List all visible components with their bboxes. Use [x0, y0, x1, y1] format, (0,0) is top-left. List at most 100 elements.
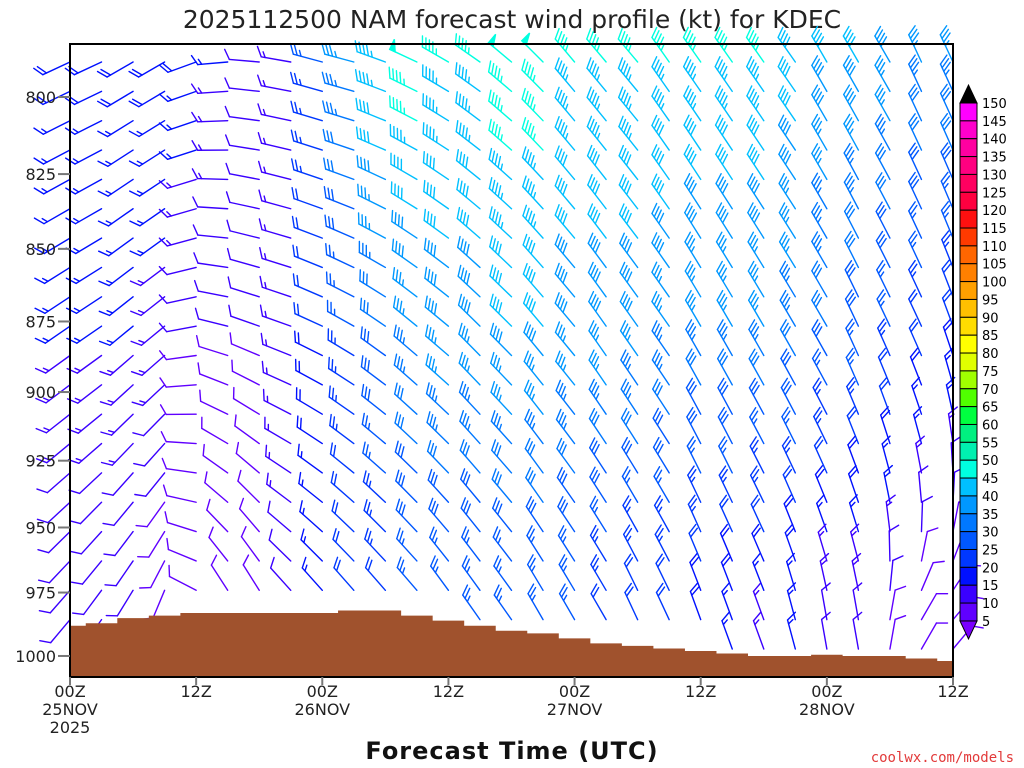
barb-full-feather: [399, 71, 402, 85]
barb-full-feather: [748, 30, 755, 42]
barb-full-feather: [655, 553, 663, 565]
barb-full-feather: [943, 120, 952, 131]
barb-full-feather: [811, 260, 819, 272]
wind-barb: [268, 528, 292, 562]
barb-full-feather: [191, 168, 199, 180]
barb-staff: [587, 271, 607, 298]
barb-full-feather: [780, 348, 788, 360]
barb-full-feather: [33, 187, 45, 195]
barb-staff: [586, 96, 607, 122]
barb-full-feather: [594, 95, 600, 108]
barb-staff: [357, 137, 387, 151]
wind-barb: [940, 171, 954, 210]
barb-full-feather: [621, 177, 627, 189]
wind-barb: [554, 86, 576, 122]
barb-staff: [324, 53, 355, 63]
barb-full-feather: [493, 442, 499, 454]
barb-half-feather: [692, 103, 697, 110]
barb-full-feather: [688, 238, 696, 250]
barb-full-feather: [782, 121, 789, 133]
wind-barb: [227, 276, 260, 298]
barb-full-feather: [560, 444, 567, 456]
barb-full-feather: [688, 468, 697, 480]
barb-full-feather: [131, 68, 143, 76]
barb-staff: [111, 442, 134, 466]
barb-full-feather: [394, 411, 399, 424]
barb-half-feather: [265, 367, 268, 375]
barb-staff: [811, 299, 828, 327]
wind-barb: [653, 466, 670, 503]
barb-half-feather: [722, 589, 728, 596]
barb-full-feather: [589, 437, 596, 449]
barb-full-feather: [815, 62, 823, 73]
wind-barb: [257, 160, 292, 181]
barb-half-feather: [107, 369, 115, 374]
colorbar-label: 105: [982, 258, 1007, 273]
wind-barb: [813, 406, 828, 445]
barb-half-feather: [690, 447, 695, 454]
wind-barb: [429, 526, 450, 562]
wind-barb: [232, 386, 260, 415]
barb-full-feather: [716, 59, 723, 71]
barb-full-feather: [333, 473, 338, 486]
barb-half-feather: [817, 128, 822, 136]
barb-full-feather: [749, 293, 757, 305]
barb-staff: [327, 367, 355, 386]
barb-full-feather: [621, 294, 629, 306]
barb-full-feather: [424, 295, 428, 308]
wind-barb: [684, 289, 702, 327]
barb-staff: [455, 102, 481, 122]
barb-full-feather: [623, 411, 630, 423]
barb-full-feather: [192, 196, 199, 208]
barb-staff: [878, 385, 891, 415]
barb-full-feather: [295, 188, 299, 201]
barb-full-feather: [848, 296, 857, 307]
barb-full-feather: [842, 25, 850, 37]
wind-barb: [35, 384, 71, 404]
barb-staff: [325, 253, 355, 269]
wind-barb: [687, 494, 702, 533]
barb-full-feather: [625, 125, 632, 137]
barb-half-feather: [108, 460, 116, 463]
barb-full-feather: [784, 36, 791, 48]
barb-full-feather: [908, 230, 916, 241]
barb-full-feather: [718, 351, 727, 363]
barb-full-feather: [526, 353, 532, 366]
wind-barb: [491, 468, 513, 503]
barb-half-feather: [784, 187, 790, 195]
barb-full-feather: [658, 65, 665, 78]
barb-full-feather: [846, 32, 854, 44]
barb-full-feather: [751, 179, 758, 191]
barb-full-feather: [717, 147, 724, 159]
barb-full-feather: [593, 473, 601, 485]
barb-half-feather: [595, 363, 600, 371]
barb-full-feather: [462, 584, 469, 596]
wind-barb: [429, 555, 450, 591]
barb-staff: [819, 560, 828, 591]
barb-full-feather: [941, 116, 950, 127]
barb-full-feather: [459, 439, 465, 451]
wind-barb: [164, 511, 197, 533]
barb-full-feather: [158, 350, 168, 361]
barb-staff: [228, 144, 260, 151]
barb-full-feather: [816, 468, 825, 479]
barb-full-feather: [258, 189, 263, 202]
barb-full-feather: [432, 558, 439, 571]
barb-staff: [140, 296, 166, 317]
barb-full-feather: [690, 124, 697, 136]
wind-barb: [363, 499, 387, 533]
barb-full-feather: [658, 124, 665, 137]
barb-full-feather: [658, 242, 665, 254]
barb-full-feather: [656, 385, 663, 397]
barb-full-feather: [618, 86, 624, 99]
barb-staff: [47, 501, 71, 524]
wind-barb: [489, 235, 513, 269]
barb-half-feather: [752, 418, 758, 425]
barb-staff: [50, 618, 71, 644]
barb-half-feather: [42, 367, 50, 372]
barb-full-feather: [658, 36, 665, 48]
barb-half-feather: [817, 187, 822, 194]
barb-full-feather: [425, 353, 430, 366]
barb-half-feather: [369, 509, 373, 517]
barb-staff: [457, 304, 481, 327]
